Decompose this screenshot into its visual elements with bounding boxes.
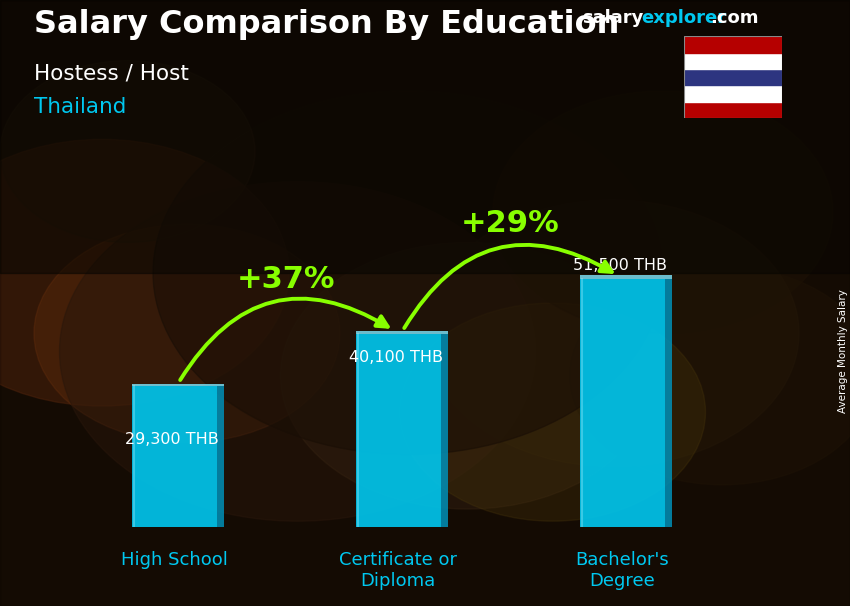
Circle shape xyxy=(400,303,706,521)
Circle shape xyxy=(570,267,850,485)
FancyArrowPatch shape xyxy=(405,245,612,328)
Text: Certificate or
Diploma: Certificate or Diploma xyxy=(339,551,457,590)
Bar xyxy=(132,384,224,386)
Text: .com: .com xyxy=(711,9,759,27)
Text: +29%: +29% xyxy=(461,210,560,239)
Bar xyxy=(217,386,224,527)
Bar xyxy=(684,53,782,69)
Bar xyxy=(356,331,448,335)
Bar xyxy=(580,279,665,527)
Text: 40,100 THB: 40,100 THB xyxy=(349,350,443,365)
Bar xyxy=(356,335,441,527)
Circle shape xyxy=(60,182,536,521)
FancyArrowPatch shape xyxy=(180,299,388,380)
Text: High School: High School xyxy=(121,551,228,570)
Circle shape xyxy=(34,224,340,442)
Bar xyxy=(580,275,672,279)
Text: Thailand: Thailand xyxy=(34,97,127,117)
Bar xyxy=(684,85,782,102)
Bar xyxy=(0,0,850,273)
Text: +37%: +37% xyxy=(237,265,336,294)
Text: Average Monthly Salary: Average Monthly Salary xyxy=(838,290,848,413)
Circle shape xyxy=(493,91,833,333)
Bar xyxy=(441,335,448,527)
Text: explorer: explorer xyxy=(641,9,726,27)
Bar xyxy=(132,386,217,527)
Text: 29,300 THB: 29,300 THB xyxy=(125,432,218,447)
Text: Bachelor's
Degree: Bachelor's Degree xyxy=(575,551,669,590)
Circle shape xyxy=(280,242,654,509)
Bar xyxy=(665,279,672,527)
Bar xyxy=(684,36,782,53)
Bar xyxy=(684,69,782,85)
Text: Hostess / Host: Hostess / Host xyxy=(34,64,189,84)
Text: 51,500 THB: 51,500 THB xyxy=(573,258,667,273)
Circle shape xyxy=(153,91,663,454)
Text: salary: salary xyxy=(582,9,643,27)
Circle shape xyxy=(0,61,255,242)
Circle shape xyxy=(0,139,289,406)
Text: Salary Comparison By Education: Salary Comparison By Education xyxy=(34,9,620,40)
Circle shape xyxy=(425,200,799,467)
Bar xyxy=(684,102,782,118)
